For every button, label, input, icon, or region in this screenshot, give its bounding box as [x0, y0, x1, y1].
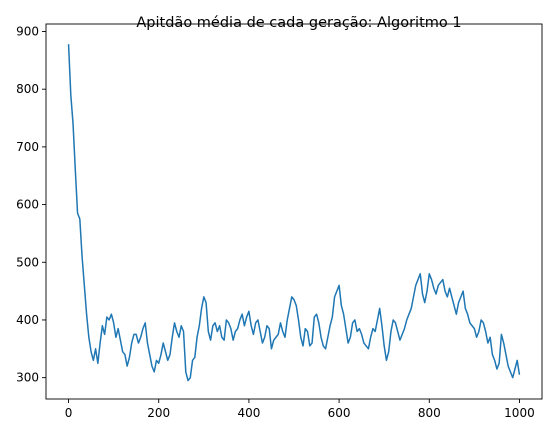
x-tick-label: 800: [418, 406, 441, 420]
y-tick-label: 900: [16, 25, 39, 39]
y-tick-label: 800: [16, 82, 39, 96]
series-line: [67, 44, 521, 382]
chart-title: Apitdão média de cada geração: Algoritmo…: [136, 15, 461, 31]
y-tick-label: 400: [16, 313, 39, 327]
x-tick-label: 200: [147, 406, 170, 420]
plot-frame: [45, 23, 543, 400]
x-tick-label: 600: [328, 406, 351, 420]
x-tick-label: 0: [65, 406, 73, 420]
y-axis: 300 400 500 600 700 800 900: [16, 25, 46, 385]
y-tick-label: 500: [16, 255, 39, 269]
x-tick-label: 400: [237, 406, 260, 420]
y-tick-label: 600: [16, 198, 39, 212]
x-tick-label: 1000: [504, 406, 535, 420]
y-tick-label: 300: [16, 371, 39, 385]
y-tick-label: 700: [16, 140, 39, 154]
x-axis: 0 200 400 600 800 1000: [65, 399, 535, 420]
